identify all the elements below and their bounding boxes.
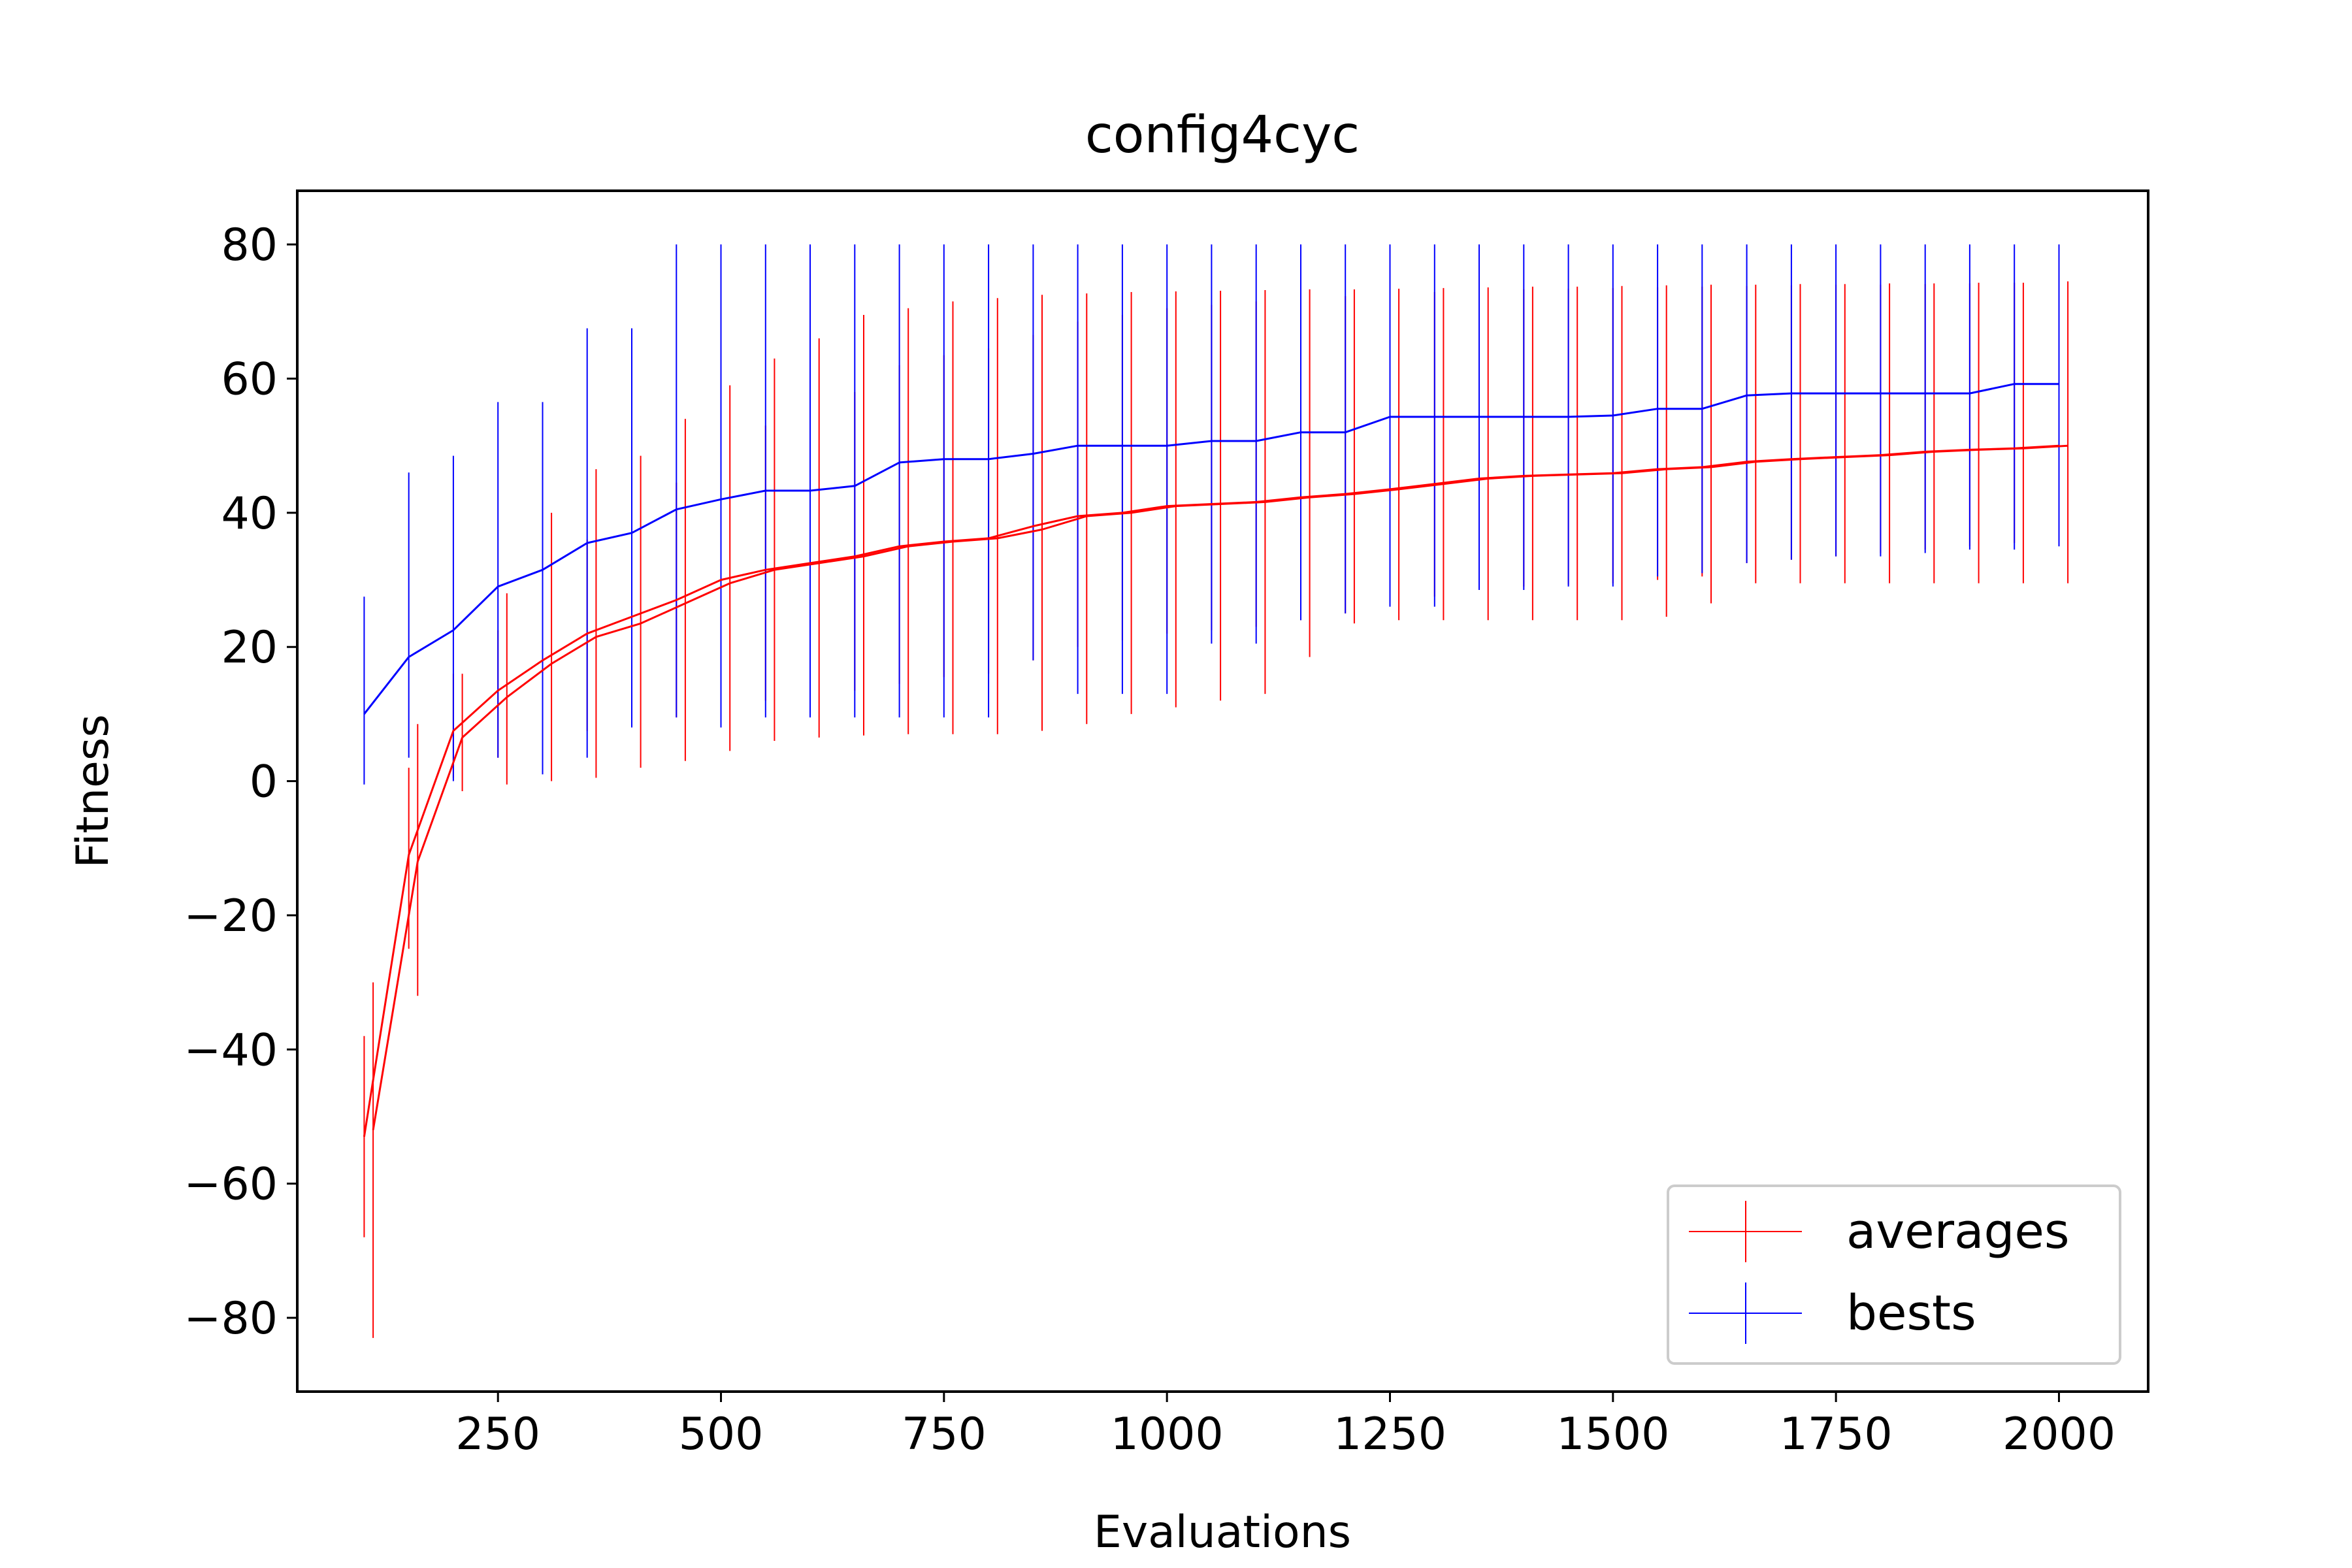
y-tick-label: −40 [184, 1024, 278, 1076]
x-tick-label: 1750 [1780, 1409, 1893, 1460]
series-lines-layer [363, 383, 2068, 1137]
plot-area-frame [296, 189, 2149, 1393]
y-tick-label: 20 [221, 622, 278, 674]
legend-label-averages: averages [1846, 1203, 2070, 1260]
x-tick-label: 250 [455, 1409, 540, 1460]
y-tick-label: −20 [184, 890, 278, 942]
legend-label-bests: bests [1846, 1285, 1976, 1341]
x-tick-label: 500 [679, 1409, 764, 1460]
x-tick-label: 1000 [1111, 1409, 1224, 1460]
series-line-bests-0 [363, 383, 2059, 715]
y-tick-label: 80 [221, 220, 278, 271]
x-tick-label: 1250 [1333, 1409, 1446, 1460]
x-axis-label: Evaluations [1094, 1507, 1351, 1558]
x-axis: 250 500 750 1000 1250 1500 1750 2000 [455, 1392, 2115, 1460]
legend: averages bests [1667, 1184, 2121, 1365]
y-axis-label: Fitness [67, 714, 119, 868]
chart-title: config4cyc [1085, 106, 1360, 165]
y-tick-label: 60 [221, 354, 278, 406]
x-tick-label: 2000 [2002, 1409, 2115, 1460]
series-line-averages-1 [372, 444, 2068, 1130]
x-tick-label: 1500 [1556, 1409, 1669, 1460]
y-tick-label: −60 [184, 1159, 278, 1211]
x-tick-label: 750 [902, 1409, 987, 1460]
error-bars-layer [363, 244, 2069, 1338]
y-tick-label: 40 [221, 488, 278, 540]
y-axis: −80 −60 −40 −20 0 20 40 60 80 [184, 220, 297, 1345]
y-tick-label: −80 [184, 1293, 278, 1345]
legend-frame [1667, 1184, 2121, 1365]
y-tick-label: 0 [250, 757, 278, 808]
